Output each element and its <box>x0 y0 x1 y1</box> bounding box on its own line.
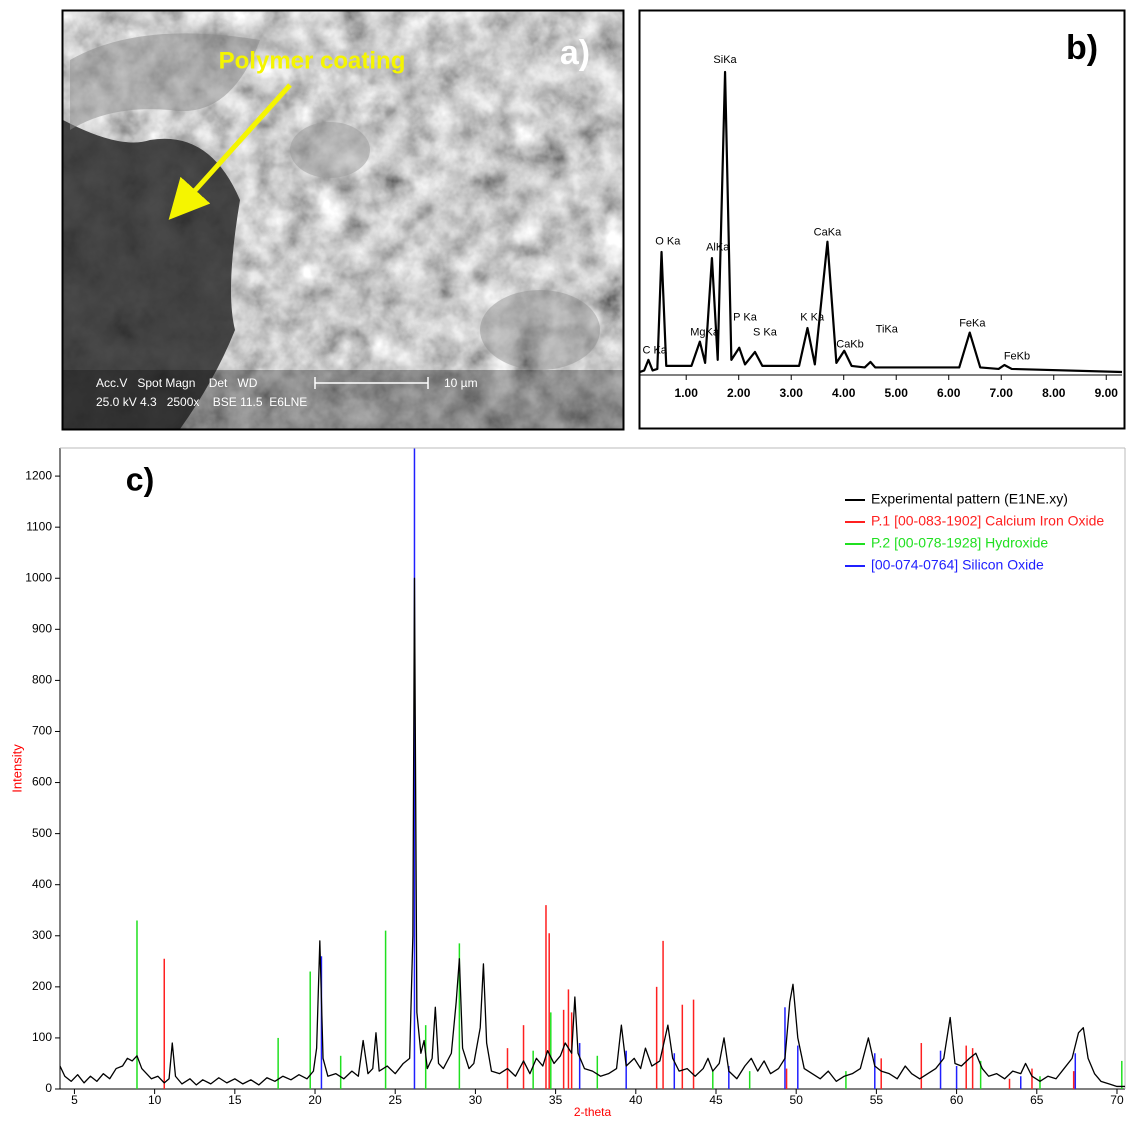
y-tick-label: 0 <box>45 1081 52 1095</box>
x-tick-label: 4.00 <box>832 386 856 400</box>
x-tick-label: 3.00 <box>780 386 804 400</box>
y-tick-label: 200 <box>32 979 52 993</box>
legend-label: Experimental pattern (E1NE.xy) <box>871 491 1068 507</box>
peak-label: FeKb <box>1004 351 1030 363</box>
x-tick-label: 70 <box>1110 1093 1124 1107</box>
pattern-line <box>59 577 1125 1088</box>
arrow <box>168 83 292 220</box>
x-tick-label: 40 <box>629 1093 643 1107</box>
y-tick-label: 700 <box>32 724 52 738</box>
panel-b-frame <box>638 9 1126 430</box>
y-tick-label: 900 <box>32 621 52 635</box>
y-tick-label: 800 <box>32 673 52 687</box>
peak-label: TiKa <box>876 323 899 335</box>
y-tick-label: 300 <box>32 928 52 942</box>
panel-a-frame <box>61 9 625 431</box>
x-tick-label: 8.00 <box>1042 386 1066 400</box>
peak-label: O Ka <box>655 236 681 248</box>
y-tick-label: 1000 <box>25 570 52 584</box>
peak-label: MgKa <box>690 326 720 338</box>
peak-label: FeKa <box>959 317 986 329</box>
panel-label: c) <box>126 461 154 497</box>
x-tick-label: 1.00 <box>675 386 699 400</box>
y-tick-label: 1200 <box>25 468 52 482</box>
peak-label: K Ka <box>800 311 825 323</box>
y-tick-label: 400 <box>32 877 52 891</box>
peak-label: AlKa <box>706 242 730 254</box>
info-header: Acc.V Spot Magn Det WD <box>96 376 258 390</box>
x-tick-label: 15 <box>228 1093 242 1107</box>
x-axis-label: 2-theta <box>574 1105 612 1119</box>
x-tick-label: 10 <box>148 1093 162 1107</box>
peak-label: C Ka <box>642 345 667 357</box>
legend-label: P.1 [00-083-1902] Calcium Iron Oxide <box>871 513 1104 529</box>
x-tick-label: 7.00 <box>990 386 1014 400</box>
x-tick-label: 65 <box>1030 1093 1044 1107</box>
x-tick-label: 35 <box>549 1093 563 1107</box>
sem-image <box>63 11 623 429</box>
x-tick-label: 55 <box>870 1093 884 1107</box>
peak-label: S Ka <box>753 326 778 338</box>
y-tick-label: 1100 <box>26 519 52 533</box>
y-tick-label: 100 <box>32 1030 52 1044</box>
x-tick-label: 2.00 <box>727 386 751 400</box>
x-tick-label: 9.00 <box>1095 386 1119 400</box>
peak-label: CaKa <box>814 226 842 238</box>
x-tick-label: 5.00 <box>885 386 909 400</box>
x-tick-label: 5 <box>71 1093 78 1107</box>
x-tick-label: 25 <box>389 1093 403 1107</box>
x-tick-label: 30 <box>469 1093 483 1107</box>
info-values: 25.0 kV 4.3 2500x BSE 11.5 E6LNE <box>96 395 307 409</box>
panel-label: a) <box>560 34 590 72</box>
panel-label: b) <box>1066 29 1098 67</box>
legend-label: P.2 [00-078-1928] Hydroxide <box>871 535 1048 551</box>
x-tick-label: 45 <box>709 1093 723 1107</box>
x-tick-label: 20 <box>308 1093 322 1107</box>
spectrum-line <box>639 70 1123 374</box>
peak-label: P Ka <box>733 311 758 323</box>
scale-bar-label: 10 µm <box>444 376 478 390</box>
annotation: Polymer coating <box>219 47 406 74</box>
y-tick-label: 600 <box>32 775 52 789</box>
x-tick-label: 50 <box>790 1093 804 1107</box>
legend-label: [00-074-0764] Silicon Oxide <box>871 557 1044 573</box>
x-tick-label: 6.00 <box>937 386 961 400</box>
peak-label: CaKb <box>836 339 864 351</box>
y-tick-label: 500 <box>32 826 52 840</box>
y-axis-label: Intensity <box>9 744 24 793</box>
peak-label: SiKa <box>713 54 737 66</box>
x-tick-label: 60 <box>950 1093 964 1107</box>
scale-bar <box>314 377 429 389</box>
